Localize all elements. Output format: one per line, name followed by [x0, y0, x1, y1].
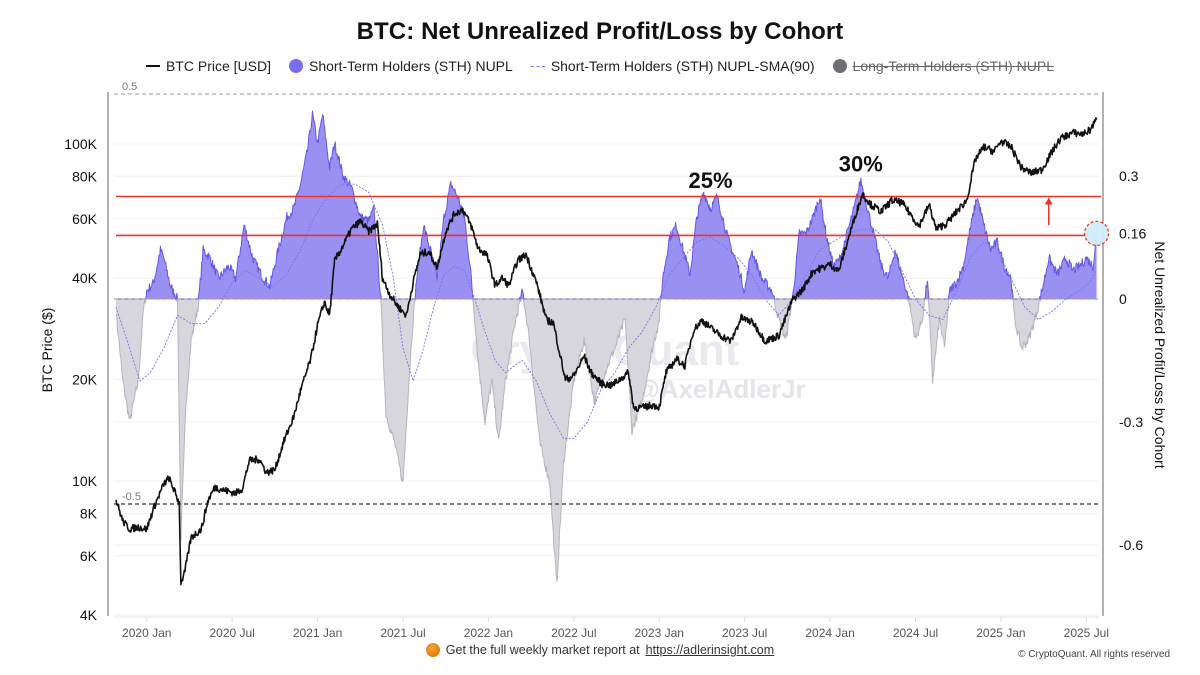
- right-tick-label: 0.16: [1119, 225, 1146, 241]
- circle-swatch-icon: [832, 59, 847, 73]
- right-tick-label: 0.3: [1119, 168, 1139, 184]
- left-tick-label: 80K: [72, 169, 98, 185]
- left-tick-label: 4K: [80, 607, 98, 623]
- legend-item-btc-price[interactable]: BTC Price [USD]: [145, 58, 271, 74]
- legend-label: BTC Price [USD]: [165, 58, 271, 74]
- sth-nupl-positive-area: [116, 110, 1097, 300]
- right-tick-label: -0.6: [1119, 537, 1143, 553]
- legend-label: Long-Term Holders (STH) NUPL: [852, 58, 1055, 74]
- sth-nupl-area: [115, 110, 1098, 582]
- highlight-circle-icon: [1083, 220, 1110, 247]
- left-tick-label: 6K: [80, 548, 98, 564]
- dashed-line-swatch-icon: [530, 65, 545, 67]
- reference-lines: 0.5 -0.5: [114, 81, 1101, 505]
- tick-labels: 4K 6K 8K 10K 20K 40K 60K 80K 100K 0.3 0.16 0 -0.3 -0.…: [64, 136, 1146, 640]
- promo-link[interactable]: https://adlerinsight.com: [645, 643, 775, 657]
- legend-item-sth-nupl-sma[interactable]: Short-Term Holders (STH) NUPL-SMA(90): [530, 58, 815, 74]
- x-tick-label: 2024 Jul: [893, 626, 938, 640]
- promo-text: Get the full weekly market report at: [445, 643, 640, 657]
- left-tick-label: 100K: [64, 136, 97, 152]
- annotations: 25% 30%: [688, 152, 1110, 247]
- orange-circle-icon: [425, 643, 440, 657]
- right-axis-label: Net Unrealized Profit/Loss by Cohort: [1152, 241, 1168, 468]
- circle-swatch-icon: [288, 59, 303, 73]
- btc-price-line: [115, 117, 1098, 586]
- copyright: © CryptoQuant. All rights reserved: [1018, 649, 1170, 660]
- x-tick-label: 2023 Jan: [635, 626, 684, 640]
- legend: BTC Price [USD] Short-Term Holders (STH)…: [0, 58, 1200, 74]
- x-tick-label: 2022 Jan: [464, 626, 513, 640]
- line-swatch-icon: [145, 65, 160, 67]
- left-axis-label: BTC Price ($): [39, 308, 55, 393]
- sth-nupl-positive-outline: [116, 110, 1098, 301]
- x-tick-label: 2024 Jan: [805, 626, 854, 640]
- annotation-label: 30%: [839, 152, 883, 177]
- x-tick-label: 2021 Jul: [380, 626, 425, 640]
- chart-title: BTC: Net Unrealized Profit/Loss by Cohor…: [356, 18, 844, 45]
- up-arrow-head-icon: [1044, 197, 1053, 205]
- axes: [107, 92, 1104, 618]
- x-tick-label: 2021 Jan: [293, 626, 342, 640]
- sth-nupl-negative-area: [116, 299, 1097, 582]
- legend-item-sth-nupl[interactable]: Short-Term Holders (STH) NUPL: [288, 58, 513, 74]
- left-tick-label: 8K: [80, 506, 98, 522]
- left-tick-label: 60K: [72, 211, 98, 227]
- legend-label: Short-Term Holders (STH) NUPL-SMA(90): [550, 58, 815, 74]
- price-line-path: [115, 117, 1098, 586]
- annotation-label: 25%: [688, 168, 732, 193]
- gridlines: [114, 143, 1099, 616]
- x-tick-label: 2020 Jul: [209, 626, 254, 640]
- legend-label: Short-Term Holders (STH) NUPL: [308, 58, 513, 74]
- reference-line-label: 0.5: [122, 81, 137, 93]
- x-tick-label: 2025 Jan: [976, 626, 1025, 640]
- right-tick-label: -0.3: [1119, 414, 1143, 430]
- right-tick-label: 0: [1119, 291, 1127, 307]
- x-tick-label: 2020 Jan: [122, 626, 171, 640]
- left-tick-label: 40K: [72, 270, 98, 286]
- x-tick-label: 2025 Jul: [1064, 626, 1109, 640]
- x-tick-label: 2022 Jul: [551, 626, 596, 640]
- reference-line-label: -0.5: [122, 491, 141, 503]
- left-tick-label: 10K: [72, 473, 98, 489]
- footer-promo: Get the full weekly market report at htt…: [0, 643, 1200, 657]
- left-tick-label: 20K: [72, 372, 98, 388]
- legend-item-lth-nupl[interactable]: Long-Term Holders (STH) NUPL: [832, 58, 1055, 74]
- x-tick-label: 2023 Jul: [722, 626, 767, 640]
